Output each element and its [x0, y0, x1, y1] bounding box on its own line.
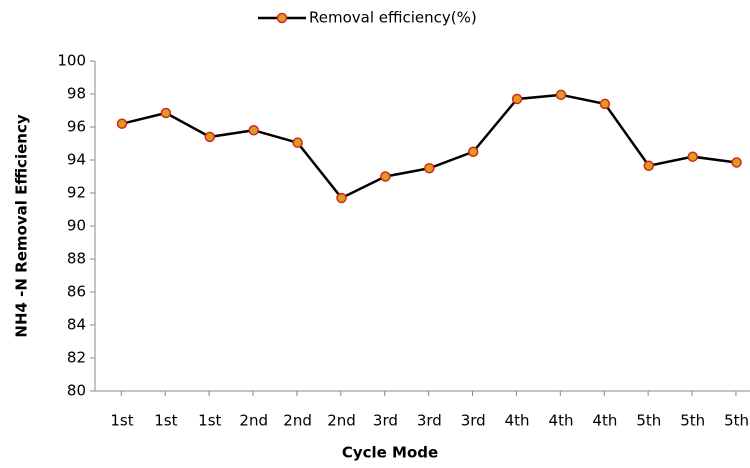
x-tick-label: 3rd — [461, 412, 486, 430]
y-tick-label: 82 — [67, 349, 86, 367]
x-tick-label: 1st — [198, 412, 221, 430]
y-tick-label: 84 — [67, 316, 86, 334]
data-point — [248, 125, 259, 136]
y-tick-label: 92 — [67, 184, 86, 202]
data-point — [116, 118, 128, 129]
x-tick-label: 1st — [154, 412, 177, 430]
x-tick-label: 2nd — [327, 412, 356, 430]
x-tick-label: 5th — [636, 412, 661, 430]
data-point — [687, 151, 698, 162]
data-point — [511, 93, 523, 105]
x-tick-label: 1st — [110, 412, 133, 430]
y-tick-label: 90 — [67, 217, 86, 235]
legend-label: Removal efficiency(%) — [309, 9, 477, 27]
x-tick-label: 5th — [680, 412, 705, 430]
data-point — [424, 163, 435, 174]
data-line — [121, 93, 737, 200]
data-point — [380, 171, 391, 182]
x-tick-label: 3rd — [373, 412, 398, 430]
y-tick-label: 98 — [67, 85, 86, 103]
y-tick-label: 100 — [57, 52, 86, 70]
data-point — [731, 157, 742, 168]
x-tick-label: 5th — [724, 412, 749, 430]
y-axis-label: NH4 -N Removal Efficiency — [13, 114, 31, 337]
data-point — [599, 98, 611, 110]
x-tick-label: 3rd — [417, 412, 442, 430]
x-tick-label: 4th — [549, 412, 574, 430]
y-tick-label: 86 — [67, 283, 86, 301]
data-point — [336, 192, 347, 204]
legend-marker — [276, 12, 288, 24]
y-tick-label: 94 — [67, 151, 86, 169]
data-point — [643, 160, 655, 172]
x-tick-label: 2nd — [283, 412, 312, 430]
x-axis-label: Cycle Mode — [342, 444, 438, 462]
data-point — [467, 146, 479, 157]
y-tick-label: 88 — [67, 250, 86, 268]
data-point — [160, 107, 172, 119]
x-tick-label: 2nd — [239, 412, 268, 430]
data-point — [204, 131, 216, 143]
data-point — [292, 137, 303, 148]
y-tick-label: 80 — [67, 382, 86, 400]
x-tick-label: 4th — [592, 412, 617, 430]
data-point — [555, 89, 567, 101]
y-tick-label: 96 — [67, 118, 86, 136]
x-tick-label: 4th — [505, 412, 530, 430]
